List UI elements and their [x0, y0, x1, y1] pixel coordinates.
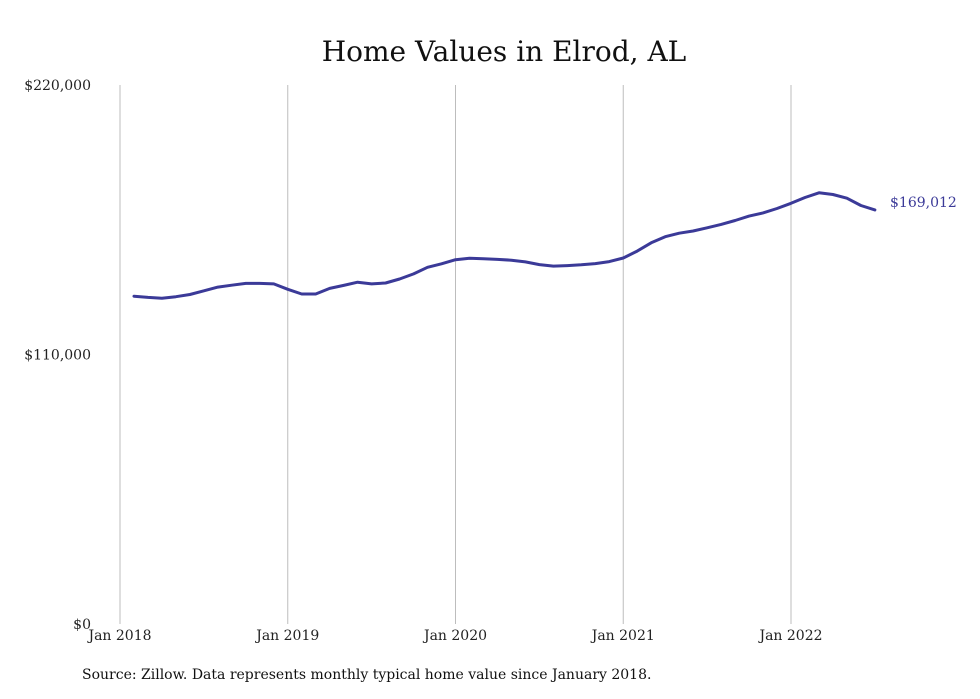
y-tick-label: $0 [73, 617, 91, 633]
series-group [132, 191, 877, 300]
series-line-0 [132, 191, 877, 300]
x-tick-label: Jan 2019 [254, 628, 319, 644]
x-tick-label: Jan 2022 [757, 628, 822, 644]
x-tick-label: Jan 2018 [86, 628, 151, 644]
y-tick-label: $110,000 [24, 348, 91, 364]
x-tick-label: Jan 2021 [590, 628, 655, 644]
x-tick-label: Jan 2020 [422, 628, 487, 644]
gridlines [119, 85, 792, 624]
x-axis-ticks: Jan 2018 Jan 2019 Jan 2020 Jan 2021 Jan 2022 [86, 628, 822, 644]
end-value-label: $169,012 [890, 195, 957, 211]
y-axis-ticks: $0 $110,000 $220,000 [24, 78, 91, 633]
source-note: Source: Zillow. Data represents monthly … [82, 667, 652, 683]
y-tick-label: $220,000 [24, 78, 91, 94]
chart-title: Home Values in Elrod, AL [322, 35, 687, 68]
